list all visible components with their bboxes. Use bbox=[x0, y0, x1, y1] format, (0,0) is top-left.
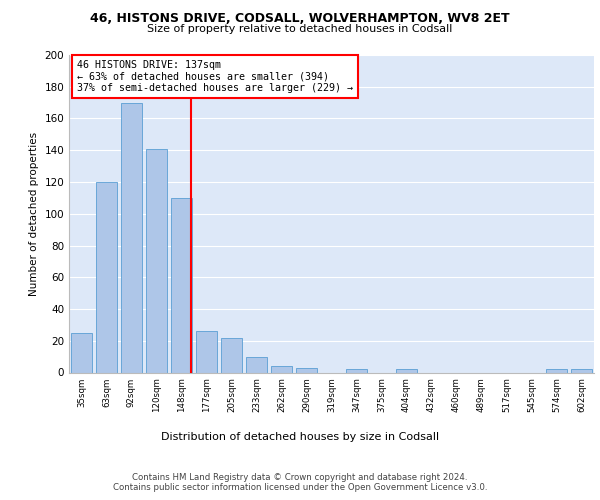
Bar bbox=[71, 333, 92, 372]
Bar bbox=[221, 338, 242, 372]
Text: 46, HISTONS DRIVE, CODSALL, WOLVERHAMPTON, WV8 2ET: 46, HISTONS DRIVE, CODSALL, WOLVERHAMPTO… bbox=[90, 12, 510, 26]
Bar bbox=[571, 370, 592, 372]
Bar bbox=[346, 370, 367, 372]
Bar bbox=[396, 370, 417, 372]
Text: Size of property relative to detached houses in Codsall: Size of property relative to detached ho… bbox=[148, 24, 452, 34]
Bar bbox=[146, 148, 167, 372]
Bar bbox=[546, 370, 567, 372]
Bar bbox=[296, 368, 317, 372]
Text: Distribution of detached houses by size in Codsall: Distribution of detached houses by size … bbox=[161, 432, 439, 442]
Bar bbox=[246, 356, 267, 372]
Bar bbox=[196, 331, 217, 372]
Bar bbox=[171, 198, 192, 372]
Y-axis label: Number of detached properties: Number of detached properties bbox=[29, 132, 39, 296]
Text: Contains HM Land Registry data © Crown copyright and database right 2024.
Contai: Contains HM Land Registry data © Crown c… bbox=[113, 472, 487, 492]
Bar bbox=[121, 102, 142, 372]
Bar bbox=[271, 366, 292, 372]
Text: 46 HISTONS DRIVE: 137sqm
← 63% of detached houses are smaller (394)
37% of semi-: 46 HISTONS DRIVE: 137sqm ← 63% of detach… bbox=[77, 60, 353, 93]
Bar bbox=[96, 182, 117, 372]
